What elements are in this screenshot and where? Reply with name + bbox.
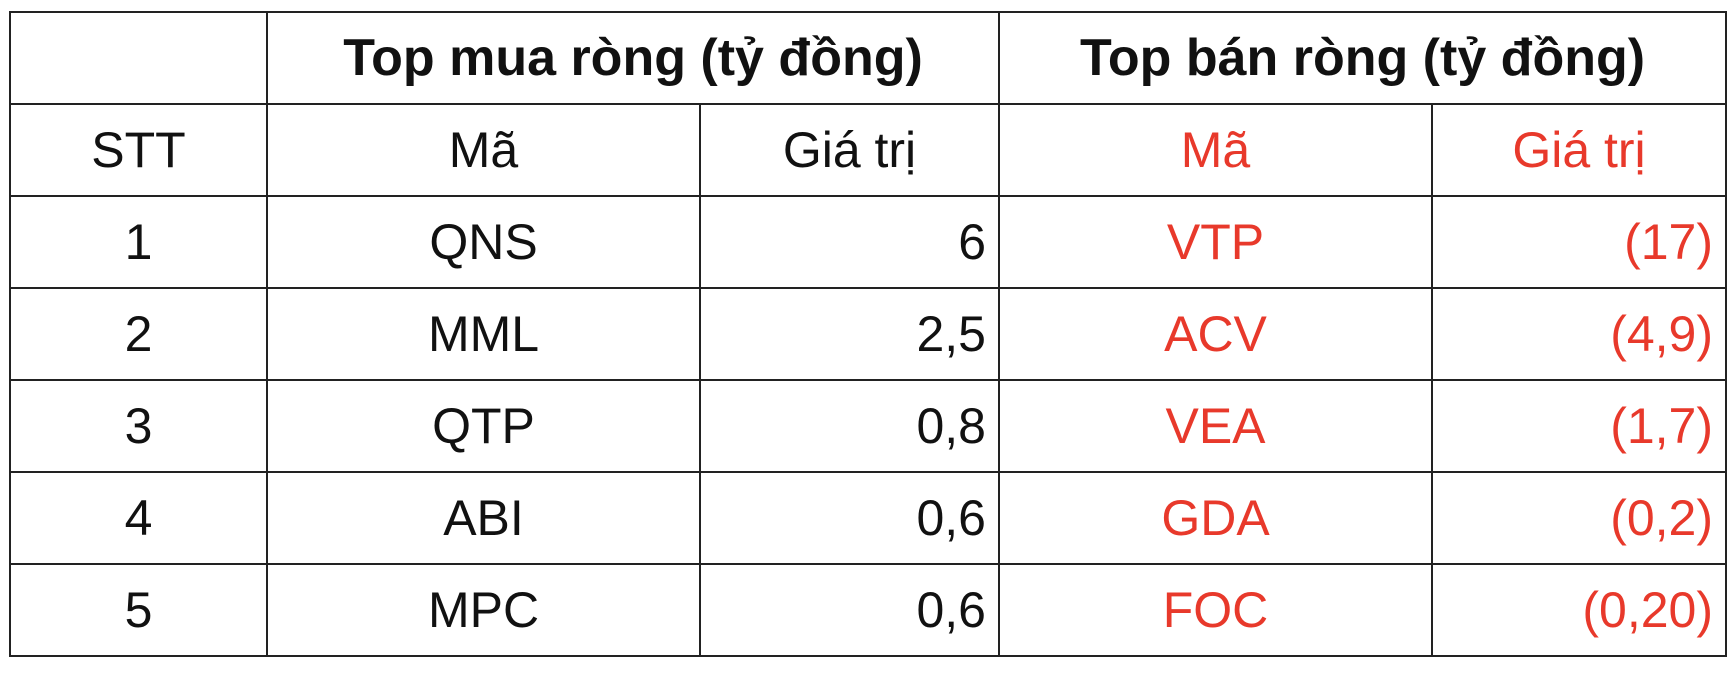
column-header: Giá trị [1431,103,1727,197]
table-cell: MPC [266,563,701,657]
table-cell: 2 [9,287,268,381]
group-header: Top bán ròng (tỷ đồng) [998,11,1727,105]
table-cell: (4,9) [1431,287,1727,381]
table-cell: 3 [9,379,268,473]
table-cell: VTP [998,195,1433,289]
table-cell: GDA [998,471,1433,565]
table-cell: MML [266,287,701,381]
table-cell: (0,20) [1431,563,1727,657]
column-header: Mã [266,103,701,197]
table-cell: QTP [266,379,701,473]
table-cell: 0,6 [699,471,1000,565]
table-cell: 2,5 [699,287,1000,381]
group-header: Top mua ròng (tỷ đồng) [266,11,1000,105]
table-cell: 5 [9,563,268,657]
table-row: 2 MML 2,5 ACV (4,9) [9,287,1727,381]
group-header-row: Top mua ròng (tỷ đồng) Top bán ròng (tỷ … [9,11,1727,105]
table-row: 5 MPC 0,6 FOC (0,20) [9,563,1727,657]
net-trade-table: Top mua ròng (tỷ đồng) Top bán ròng (tỷ … [9,11,1727,657]
table-cell: QNS [266,195,701,289]
table-body: Top mua ròng (tỷ đồng) Top bán ròng (tỷ … [9,11,1727,657]
table-cell: ABI [266,471,701,565]
table-row: 4 ABI 0,6 GDA (0,2) [9,471,1727,565]
table-row: 1 QNS 6 VTP (17) [9,195,1727,289]
table-cell: VEA [998,379,1433,473]
table-cell: ACV [998,287,1433,381]
table-cell: 0,8 [699,379,1000,473]
table-cell: 0,6 [699,563,1000,657]
empty-cell [9,11,268,105]
table-cell: 4 [9,471,268,565]
table-cell: (17) [1431,195,1727,289]
table-cell: FOC [998,563,1433,657]
column-header: Giá trị [699,103,1000,197]
table-cell: (0,2) [1431,471,1727,565]
table-cell: 1 [9,195,268,289]
column-header: Mã [998,103,1433,197]
table-cell: 6 [699,195,1000,289]
table-row: 3 QTP 0,8 VEA (1,7) [9,379,1727,473]
column-header: STT [9,103,268,197]
table-cell: (1,7) [1431,379,1727,473]
column-header-row: STT Mã Giá trị Mã Giá trị [9,103,1727,197]
